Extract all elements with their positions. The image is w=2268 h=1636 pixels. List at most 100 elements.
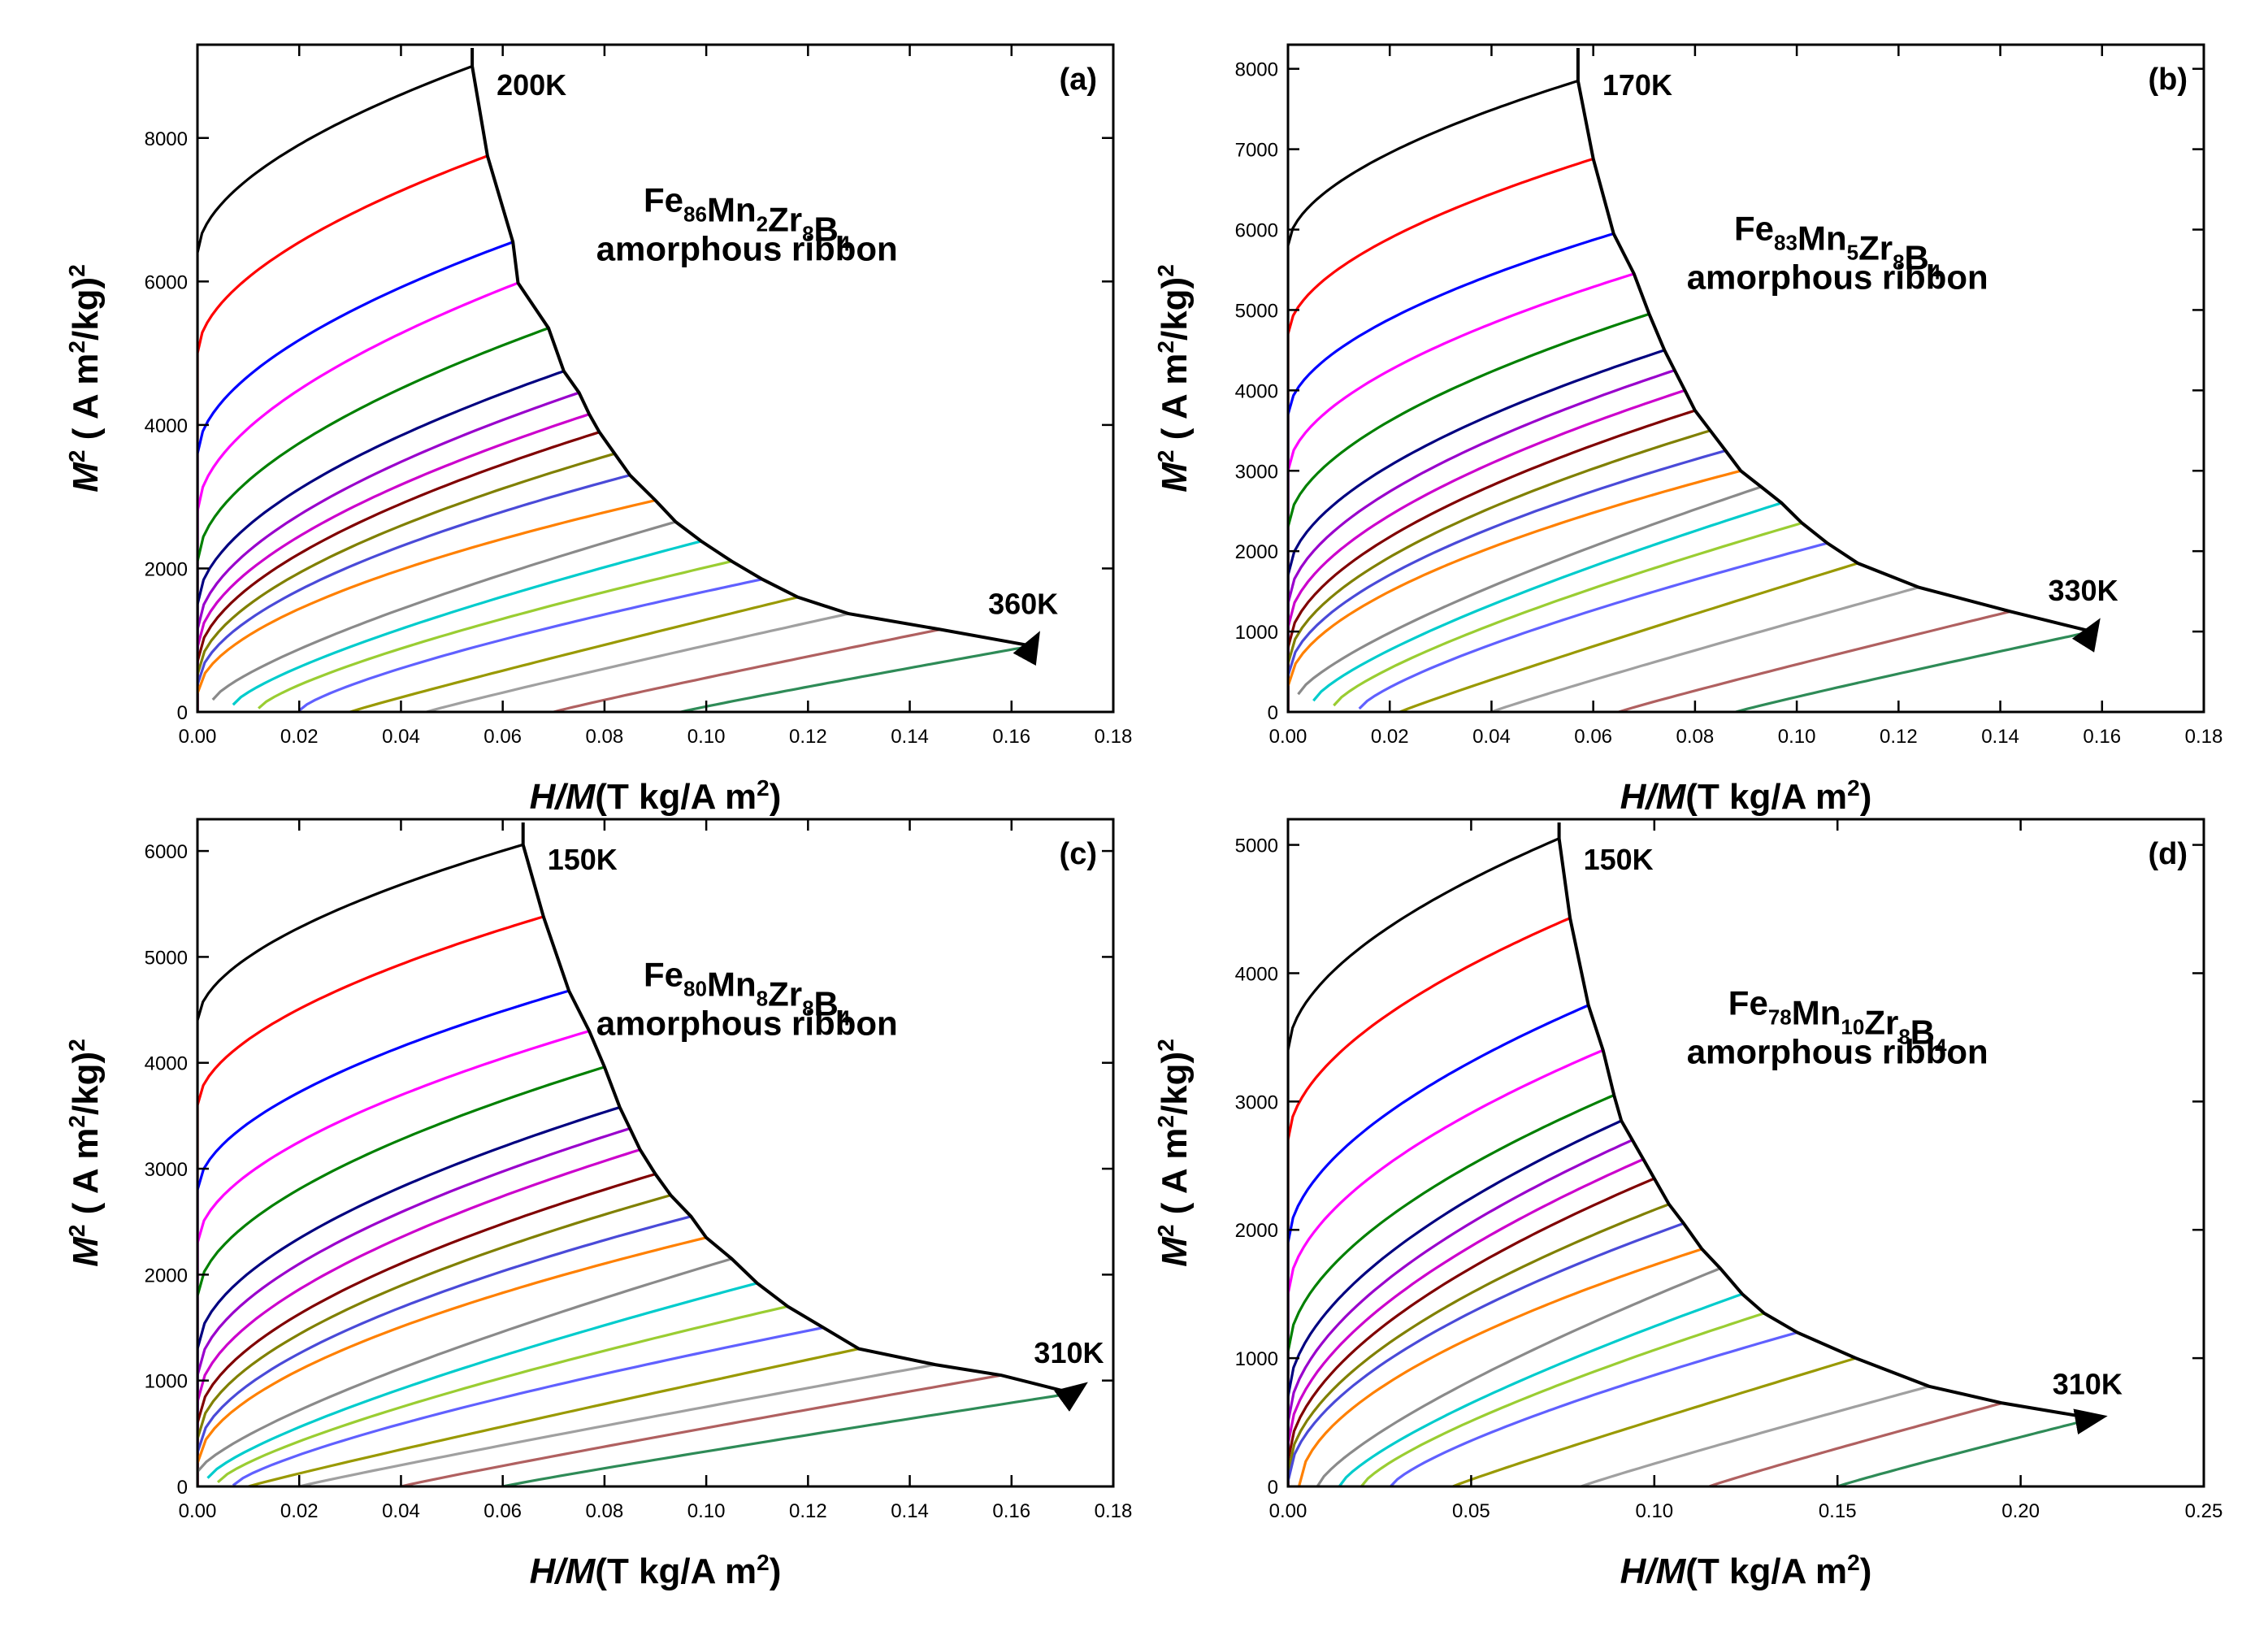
series-line-12 bbox=[1288, 469, 1741, 712]
y-tick-label: 3000 bbox=[145, 1159, 188, 1181]
y-tick-label: 4000 bbox=[145, 415, 188, 437]
x-tick-label: 0.12 bbox=[789, 726, 827, 748]
series-group bbox=[1288, 79, 2092, 712]
x-tick-label: 0.20 bbox=[2001, 1500, 2040, 1522]
y-tick-label: 4000 bbox=[1235, 963, 1278, 985]
y-tick-label: 2000 bbox=[1235, 1220, 1278, 1242]
element-symbol: B bbox=[814, 210, 839, 248]
chart-panel-d: 0.00 0.05 0.10 0.15 0.20 0.25 0 1000 2000 3000 400… bbox=[1153, 818, 2223, 1591]
series-line-12 bbox=[197, 499, 656, 712]
series-line-2 bbox=[197, 915, 544, 1486]
element-subscript: 8 bbox=[802, 221, 813, 245]
x-tick-label: 0.02 bbox=[1371, 726, 1409, 748]
series-line-8 bbox=[197, 413, 590, 712]
series-line-16 bbox=[298, 578, 763, 712]
series-line-17 bbox=[349, 596, 799, 712]
plot-frame bbox=[196, 818, 1115, 1488]
x-axis-title-unit: (T kg/A m bbox=[1685, 1551, 1847, 1591]
element-subscript: 8 bbox=[1893, 250, 1904, 274]
x-tick-label: 0.16 bbox=[2083, 726, 2121, 748]
sample-label: amorphous ribbon bbox=[596, 1004, 898, 1042]
element-subscript: 10 bbox=[1841, 1014, 1864, 1039]
series-line-3 bbox=[197, 989, 570, 1486]
y-axis-title: M2 ( A m2/kg)2 bbox=[1153, 264, 1195, 493]
series-line-2 bbox=[1288, 157, 1594, 712]
x-tick-label: 0.06 bbox=[1574, 726, 1612, 748]
plot-frame bbox=[1286, 818, 2205, 1488]
y-axis-title-rest: ( A m bbox=[1155, 1128, 1195, 1225]
y-tick-label: 0 bbox=[1268, 702, 1278, 724]
series-line-3 bbox=[1288, 232, 1615, 712]
series-line-16 bbox=[1390, 1330, 1798, 1486]
series-line-4 bbox=[1288, 272, 1635, 712]
series-line-13 bbox=[197, 1257, 732, 1486]
x-axis-title-italic: H/M bbox=[530, 777, 596, 817]
series-line-12 bbox=[197, 1236, 707, 1486]
temperature-end-label: 310K bbox=[2053, 1368, 2123, 1401]
series-line-20 bbox=[680, 644, 1033, 712]
y-tick-label: 1000 bbox=[1235, 1348, 1278, 1370]
series-line-18 bbox=[1581, 1385, 1930, 1486]
x-tick-label: 0.14 bbox=[1981, 726, 2019, 748]
y-axis-title-italic: M bbox=[66, 462, 106, 493]
series-line-5 bbox=[197, 1065, 605, 1486]
x-tick-label: 0.02 bbox=[280, 1500, 319, 1522]
temperature-start-label: 150K bbox=[548, 843, 618, 876]
composition-label: Fe83Mn5Zr8B4 bbox=[1734, 209, 1941, 284]
series-line-17 bbox=[1399, 562, 1858, 712]
y-axis-title-sup2: 2 bbox=[64, 1115, 89, 1128]
y-tick-label: 6000 bbox=[145, 841, 188, 863]
series-line-15 bbox=[1359, 1312, 1765, 1486]
series-line-15 bbox=[258, 560, 732, 710]
y-tick-label: 3000 bbox=[1235, 461, 1278, 483]
x-axis-title-italic: H/M bbox=[1620, 1551, 1687, 1591]
temperature-arrow bbox=[1576, 48, 2101, 653]
x-tick-label: 0.04 bbox=[382, 1500, 420, 1522]
element-subscript: 8 bbox=[802, 996, 813, 1020]
series-line-6 bbox=[197, 1105, 621, 1486]
series-line-16 bbox=[1358, 541, 1828, 710]
element-symbol: Fe bbox=[1734, 209, 1774, 247]
series-line-5 bbox=[197, 327, 549, 712]
series-line-9 bbox=[1288, 409, 1696, 712]
panel-label: (c) bbox=[1060, 837, 1097, 871]
sample-label: amorphous ribbon bbox=[596, 229, 898, 267]
series-line-15 bbox=[216, 1304, 788, 1484]
x-axis-title-italic: H/M bbox=[530, 1551, 596, 1591]
series-line-6 bbox=[1288, 1119, 1622, 1486]
series-line-10 bbox=[1288, 429, 1711, 712]
sample-label: amorphous ribbon bbox=[1687, 258, 1988, 296]
element-symbol: Zr bbox=[768, 974, 802, 1013]
x-tick-label: 0.12 bbox=[789, 1500, 827, 1522]
series-line-1 bbox=[197, 65, 473, 712]
series-group bbox=[1288, 837, 2095, 1486]
series-line-13 bbox=[1297, 485, 1762, 696]
series-line-18 bbox=[1490, 586, 1919, 712]
series-line-1 bbox=[1288, 837, 1560, 1486]
chart-panel-c: 0.00 0.02 0.04 0.06 0.08 0.10 0.12 0.14 0.16 0.18… bbox=[64, 818, 1132, 1591]
y-axis-title-sup: 2 bbox=[64, 450, 89, 463]
series-line-2 bbox=[197, 154, 488, 712]
x-tick-label: 0.06 bbox=[484, 1500, 522, 1522]
series-line-18 bbox=[298, 1363, 936, 1486]
series-line-8 bbox=[1288, 1157, 1644, 1486]
series-line-19 bbox=[1708, 1401, 2003, 1486]
x-tick-label: 0.10 bbox=[1635, 1500, 1673, 1522]
temperature-arrow bbox=[521, 822, 1088, 1412]
sample-label: amorphous ribbon bbox=[1687, 1032, 1988, 1070]
element-subscript: 78 bbox=[1768, 1005, 1792, 1029]
x-tick-label: 0.16 bbox=[992, 726, 1030, 748]
temperature-start-label: 150K bbox=[1584, 843, 1654, 876]
x-tick-label: 0.00 bbox=[1269, 1500, 1307, 1522]
y-axis-title: M2 ( A m2/kg)2 bbox=[64, 264, 106, 493]
x-axis-title-close: ) bbox=[770, 777, 782, 817]
y-axis-title-rest2: /kg) bbox=[1155, 277, 1195, 341]
series-line-10 bbox=[1288, 1203, 1670, 1486]
series-line-11 bbox=[1288, 1222, 1685, 1486]
element-subscript: 2 bbox=[757, 211, 768, 236]
x-tick-label: 0.06 bbox=[484, 726, 522, 748]
series-line-10 bbox=[197, 1194, 671, 1486]
y-tick-label: 0 bbox=[177, 702, 188, 724]
x-tick-label: 0.25 bbox=[2185, 1500, 2223, 1522]
x-axis-title-unit: (T kg/A m bbox=[1685, 777, 1847, 817]
